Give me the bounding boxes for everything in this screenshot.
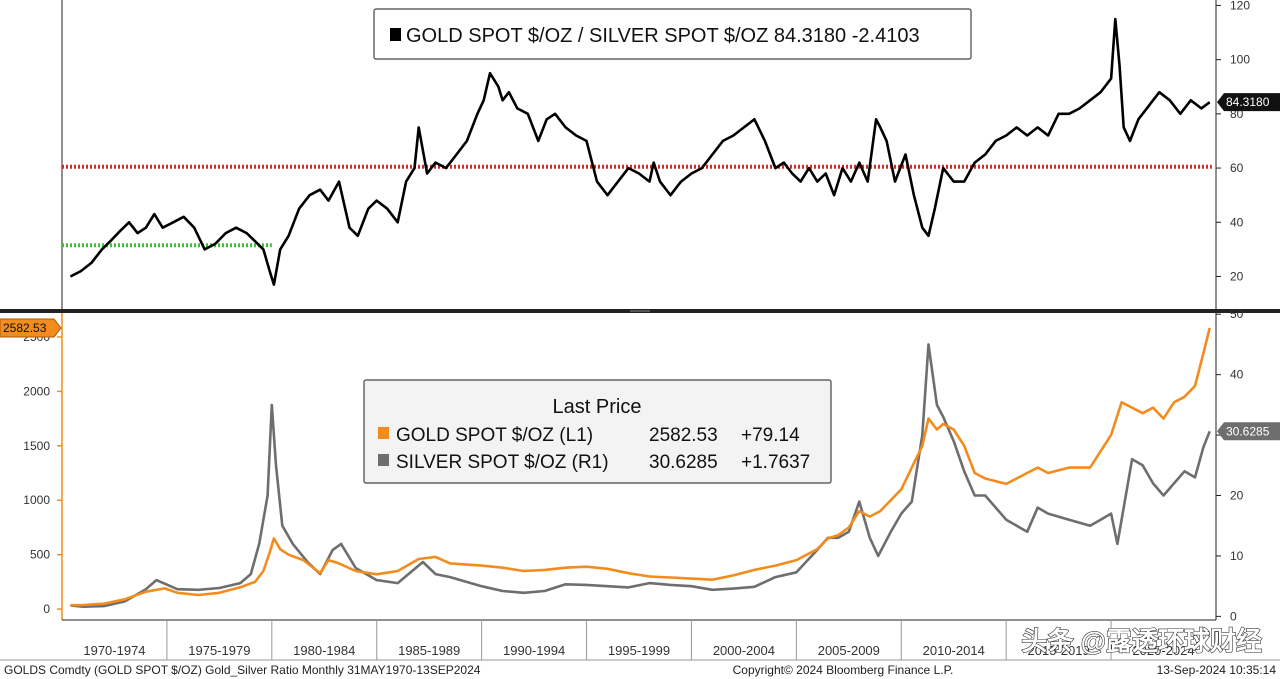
left-y-tick-label: 1500 bbox=[23, 439, 50, 453]
bottom-series-group bbox=[70, 327, 1211, 609]
left-y-tick-label: 0 bbox=[43, 602, 50, 616]
silver-legend-swatch bbox=[378, 454, 389, 466]
gold-legend-swatch bbox=[378, 427, 389, 439]
x-tick-label: 1985-1989 bbox=[398, 643, 460, 658]
gold-last-value-text: 2582.53 bbox=[3, 321, 47, 335]
bottom-legend-title: Last Price bbox=[553, 396, 642, 418]
gold-last-value-tag-shape bbox=[0, 318, 62, 338]
gold-series-line bbox=[70, 327, 1211, 607]
top-reference-lines bbox=[62, 164, 1212, 248]
top-y-tick-label: 20 bbox=[1230, 269, 1244, 283]
top-last-value-text: 84.3180 bbox=[1226, 95, 1270, 109]
bottom-right-y-axis: 01020304050 bbox=[1216, 307, 1244, 623]
silver-legend-change: +1.7637 bbox=[741, 452, 810, 473]
silver-last-value-text: 30.6285 bbox=[1226, 424, 1270, 438]
x-tick-label: 2015-2019 bbox=[1028, 643, 1090, 658]
right-y-tick-label: 50 bbox=[1230, 307, 1244, 321]
bottom-panel: 05001000150020002500 01020304050 bbox=[23, 307, 1243, 623]
top-legend-label: GOLD SPOT $/OZ / SILVER SPOT $/OZ 84.318… bbox=[406, 25, 920, 47]
x-tick-label: 2020-2024 bbox=[1132, 643, 1194, 658]
bottom-legend: Last Price GOLD SPOT $/OZ (L1) 2582.53 +… bbox=[363, 379, 832, 484]
silver-last-value-tag-shape bbox=[1217, 422, 1280, 441]
footer-right: 13-Sep-2024 10:35:14 bbox=[1157, 663, 1277, 677]
top-last-value-tag-shape bbox=[1217, 93, 1280, 112]
ratio-series-line bbox=[69, 17, 1211, 286]
x-tick-label: 1990-1994 bbox=[503, 643, 565, 658]
bottom-left-y-axis: 05001000150020002500 bbox=[23, 330, 62, 616]
x-tick-label: 2005-2009 bbox=[818, 643, 880, 658]
silver-last-value-tag: 30.6285 bbox=[1217, 422, 1280, 441]
gold-last-value-tag: 2582.53 bbox=[0, 318, 62, 338]
right-y-tick-label: 0 bbox=[1230, 609, 1237, 623]
top-y-tick-label: 120 bbox=[1230, 0, 1250, 12]
x-tick-label: 1975-1979 bbox=[188, 643, 250, 658]
footer-center: Copyright© 2024 Bloomberg Finance L.P. bbox=[733, 663, 954, 677]
silver-legend-value: 30.6285 bbox=[649, 452, 718, 473]
top-legend-box bbox=[373, 8, 972, 60]
x-tick-label: 1995-1999 bbox=[608, 643, 670, 658]
gold-legend-label: GOLD SPOT $/OZ (L1) bbox=[396, 425, 593, 446]
right-y-tick-label: 20 bbox=[1230, 489, 1244, 503]
top-legend-swatch bbox=[390, 28, 401, 41]
top-y-tick-label: 100 bbox=[1230, 53, 1250, 67]
x-tick-label: 2000-2004 bbox=[713, 643, 775, 658]
footer-left: GOLDS Comdty (GOLD SPOT $/OZ) Gold_Silve… bbox=[4, 663, 481, 677]
left-y-tick-label: 1000 bbox=[23, 493, 50, 507]
x-tick-label: 2010-2014 bbox=[923, 643, 985, 658]
top-series-group bbox=[69, 17, 1211, 286]
top-y-tick-label: 40 bbox=[1230, 215, 1244, 229]
watermark-text: 头条 @露透环球财经 bbox=[1021, 626, 1262, 656]
right-y-tick-label: 40 bbox=[1230, 368, 1244, 382]
left-y-tick-label: 2000 bbox=[23, 384, 50, 398]
bottom-legend-box bbox=[363, 379, 832, 484]
gold-legend-change: +79.14 bbox=[741, 425, 800, 446]
top-last-value-tag: 84.3180 bbox=[1217, 93, 1280, 112]
top-legend: GOLD SPOT $/OZ / SILVER SPOT $/OZ 84.318… bbox=[373, 8, 972, 60]
silver-series-line bbox=[70, 343, 1211, 609]
x-axis: 1970-1974 1975-1979 1980-1984 1985-1989 1990… bbox=[83, 620, 1195, 660]
left-y-tick-label: 500 bbox=[30, 548, 50, 562]
top-y-tick-label: 60 bbox=[1230, 161, 1244, 175]
x-tick-label: 1970-1974 bbox=[83, 643, 145, 658]
right-y-tick-label: 10 bbox=[1230, 549, 1244, 563]
silver-legend-label: SILVER SPOT $/OZ (R1) bbox=[396, 452, 609, 473]
gold-legend-value: 2582.53 bbox=[649, 425, 718, 446]
x-tick-label: 1980-1984 bbox=[293, 643, 355, 658]
